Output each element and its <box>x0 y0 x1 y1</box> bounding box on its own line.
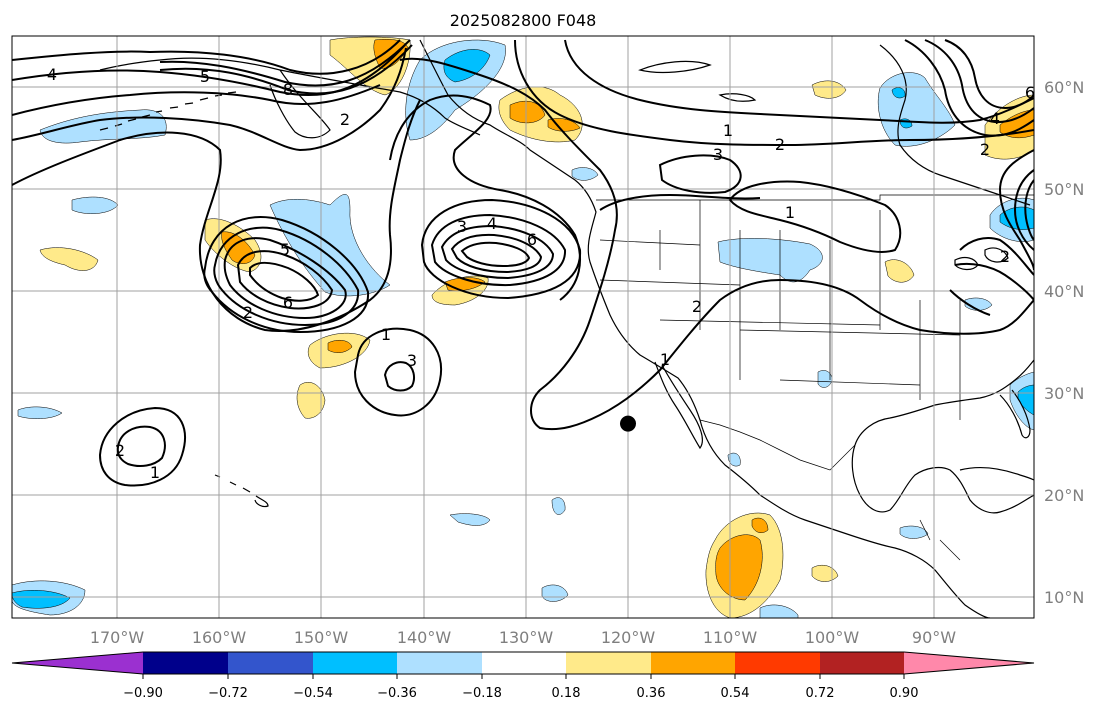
lon-label: 140°W <box>397 628 452 647</box>
lon-label: 90°W <box>912 628 956 647</box>
colorbar-bin <box>651 652 735 674</box>
contour-label: 1 <box>723 121 733 140</box>
lat-label: 10°N <box>1044 588 1084 607</box>
contour-label: 6 <box>527 230 537 249</box>
lat-label: 40°N <box>1044 282 1084 301</box>
colorbar-tick-label: −0.54 <box>293 686 333 701</box>
contour-label: 2 <box>692 297 702 316</box>
contours <box>12 39 1034 487</box>
shade-region <box>571 167 599 181</box>
colorbar: −0.90 −0.72 −0.54 −0.36 −0.18 0.18 0.36 … <box>11 651 1035 701</box>
shaded-anomalies <box>12 36 1034 618</box>
shade-region <box>71 196 119 214</box>
shade-region <box>17 406 63 419</box>
contour-label: 5 <box>280 240 290 259</box>
shade-region <box>899 525 929 539</box>
colorbar-bin <box>482 652 566 674</box>
colorbar-bin <box>566 652 651 674</box>
contour-label: 1 <box>660 350 670 369</box>
longitude-labels: 170°W 160°W 150°W 140°W 130°W 120°W 110°… <box>90 628 956 647</box>
colorbar-bin <box>228 652 313 674</box>
colorbar-tick-label: 0.18 <box>552 686 581 701</box>
shade-region <box>449 513 491 526</box>
colorbar-tick-label: −0.72 <box>208 686 248 701</box>
contour-label: 2 <box>1000 247 1010 266</box>
colorbar-tick-label: −0.90 <box>123 686 163 701</box>
contour-label: 5 <box>200 67 210 86</box>
colorbar-ticks <box>142 674 905 679</box>
lon-label: 170°W <box>90 628 145 647</box>
colorbar-tick-label: 0.54 <box>721 686 750 701</box>
shade-region <box>296 382 326 419</box>
colorbar-extend-over <box>904 652 1034 674</box>
contour-label: 1 <box>381 325 391 344</box>
shade-region <box>891 87 906 99</box>
lat-label: 20°N <box>1044 486 1084 505</box>
contour-labels: 4 5 8 2 3 4 6 5 6 2 1 3 2 1 1 3 2 1 2 1 … <box>47 65 1035 482</box>
colorbar-bin <box>735 652 820 674</box>
map-frame <box>11 35 1035 619</box>
lon-label: 130°W <box>499 628 554 647</box>
contour-label: 6 <box>1025 83 1035 102</box>
contour-label: 3 <box>407 351 417 370</box>
shade-region <box>811 80 847 99</box>
shade-region <box>373 39 409 69</box>
shade-region <box>884 259 915 283</box>
shade-region <box>751 517 769 534</box>
graticule <box>12 36 1034 618</box>
contour-label: 6 <box>283 293 293 312</box>
colorbar-extend-under <box>12 652 143 674</box>
latitude-labels: 60°N 50°N 40°N 30°N 20°N 10°N <box>1044 78 1084 607</box>
lon-label: 110°W <box>703 628 758 647</box>
colorbar-bin <box>397 652 482 674</box>
lon-label: 150°W <box>294 628 349 647</box>
contour-label: 2 <box>115 441 125 460</box>
contour-label: 2 <box>243 303 253 322</box>
shade-region <box>12 590 71 609</box>
lat-label: 50°N <box>1044 180 1084 199</box>
colorbar-bin <box>820 652 904 674</box>
lon-label: 120°W <box>601 628 656 647</box>
colorbar-tick-label: 0.36 <box>637 686 666 701</box>
shade-region <box>715 534 763 601</box>
lon-label: 160°W <box>192 628 247 647</box>
contour-label: 4 <box>47 65 57 84</box>
lat-label: 60°N <box>1044 78 1084 97</box>
shade-region <box>39 247 99 271</box>
contour-label: 8 <box>283 80 293 99</box>
contour-label: 4 <box>990 109 1000 128</box>
colorbar-bin <box>313 652 397 674</box>
colorbar-tick-label: −0.18 <box>462 686 502 701</box>
colorbar-bin <box>143 652 228 674</box>
colorbar-tick-label: −0.36 <box>377 686 417 701</box>
shade-region <box>547 118 581 132</box>
contour-label: 2 <box>980 140 990 159</box>
shade-region <box>551 497 566 515</box>
figure-title: 2025082800 F048 <box>450 11 597 30</box>
lat-label: 30°N <box>1044 384 1084 403</box>
contour-label: 1 <box>150 463 160 482</box>
shade-region <box>509 100 546 124</box>
shade-region <box>327 339 353 353</box>
shade-region <box>717 238 823 283</box>
contour-label: 2 <box>775 135 785 154</box>
contour-label: 1 <box>785 203 795 222</box>
borders <box>596 194 1034 561</box>
contour-label: 2 <box>340 110 350 129</box>
storm-center-marker <box>620 415 636 432</box>
colorbar-tick-label: 0.90 <box>890 686 919 701</box>
contour-label: 3 <box>713 145 723 164</box>
lon-label: 100°W <box>805 628 860 647</box>
contour-label: 3 <box>457 217 467 236</box>
contour-label: 4 <box>487 214 497 233</box>
colorbar-tick-label: 0.72 <box>806 686 835 701</box>
